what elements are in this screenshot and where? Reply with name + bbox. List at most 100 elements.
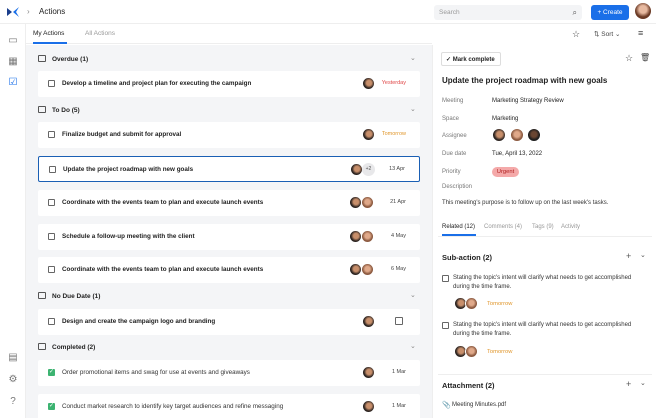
briefcase-icon[interactable]: ▭: [8, 35, 18, 46]
due-date: Yesterday: [381, 80, 406, 86]
avatar: [362, 400, 375, 413]
avatar: [362, 315, 375, 328]
checkbox[interactable]: [442, 275, 449, 282]
list-item[interactable]: Develop a timeline and project plan for …: [38, 71, 420, 97]
tab-my-actions[interactable]: My Actions: [33, 30, 65, 37]
filter-icon[interactable]: ≡: [638, 28, 644, 38]
list-item[interactable]: Order promotional items and swag for use…: [38, 360, 420, 386]
detail-title: Update the project roadmap with new goal…: [442, 76, 608, 85]
app-logo[interactable]: [7, 6, 19, 18]
add-subaction-icon[interactable]: +: [626, 251, 632, 261]
checkbox[interactable]: [48, 199, 55, 206]
star-icon[interactable]: ☆: [572, 29, 581, 39]
checkbox[interactable]: [48, 233, 55, 240]
priority-badge[interactable]: Urgent: [492, 167, 519, 177]
group-header-overdue[interactable]: Overdue (1): [38, 55, 88, 63]
search-input[interactable]: Search ⌕: [434, 5, 582, 20]
tab-all-actions[interactable]: All Actions: [85, 30, 115, 37]
assignee-avatar[interactable]: [492, 128, 506, 142]
calendar-icon[interactable]: ▦: [8, 56, 18, 67]
add-attachment-icon[interactable]: +: [626, 379, 632, 389]
assignee-avatar[interactable]: [510, 128, 524, 142]
trash-icon[interactable]: 🗑: [640, 53, 651, 62]
list-item[interactable]: Coordinate with the events team to plan …: [38, 257, 420, 283]
attachment-link[interactable]: Meeting Minutes.pdf: [452, 402, 507, 408]
chevron-down-icon[interactable]: ⌄: [410, 292, 416, 299]
divider: [438, 236, 652, 237]
star-icon[interactable]: ☆: [625, 53, 634, 63]
due-date-value[interactable]: Tue, April 13, 2022: [492, 151, 543, 157]
item-title: Coordinate with the events team to plan …: [62, 266, 264, 273]
more-assignees-badge: +2: [362, 163, 375, 176]
item-title: Design and create the campaign logo and …: [62, 318, 216, 325]
item-title: Schedule a follow-up meeting with the cl…: [62, 233, 195, 240]
active-tab-indicator: [442, 234, 476, 236]
subaction-item: Stating the topic's intent will clarify …: [442, 274, 642, 292]
sort-button[interactable]: ⇅ Sort ⌄: [594, 31, 621, 38]
checkbox[interactable]: [48, 266, 55, 273]
calendar-icon: [38, 55, 46, 62]
list-item-selected[interactable]: Update the project roadmap with new goal…: [38, 156, 420, 182]
subaction-text: Stating the topic's intent will clarify …: [453, 275, 632, 290]
create-button[interactable]: + Create: [591, 5, 629, 20]
group-header-no-due-date[interactable]: No Due Date (1): [38, 292, 100, 300]
page-title: Actions: [39, 7, 66, 16]
tab-related[interactable]: Related (12): [442, 224, 476, 230]
chevron-down-icon[interactable]: ⌄: [640, 380, 646, 387]
list-item[interactable]: Coordinate with the events team to plan …: [38, 190, 420, 216]
user-avatar[interactable]: [635, 3, 651, 19]
due-date: 21 Apr: [390, 199, 406, 205]
due-date: 1 Mar: [391, 403, 406, 409]
calendar-icon: [38, 106, 46, 113]
subaction-date: Tomorrow: [487, 349, 513, 355]
avatar: [465, 297, 478, 310]
group-header-completed[interactable]: Completed (2): [38, 343, 95, 351]
calendar-icon: [38, 292, 46, 299]
description-label: Description: [442, 184, 473, 190]
list-item[interactable]: Finalize budget and submit for approval T…: [38, 122, 420, 148]
subaction-title: Sub-action (2): [442, 253, 492, 262]
checkbox[interactable]: [48, 318, 55, 325]
due-date-label: Due date: [442, 151, 467, 157]
group-title: Overdue (1): [52, 56, 89, 63]
checkbox[interactable]: [48, 131, 55, 138]
chevron-down-icon[interactable]: ⌄: [640, 252, 646, 259]
mark-complete-button[interactable]: ✓ Mark complete: [441, 52, 501, 66]
avatar: [361, 263, 374, 276]
item-title: Coordinate with the events team to plan …: [62, 199, 264, 206]
actions-check-icon[interactable]: ☑: [8, 77, 18, 88]
due-date: Tomorrow: [381, 131, 406, 137]
building-icon[interactable]: ▤: [8, 352, 18, 363]
assignee-avatar[interactable]: [527, 128, 541, 142]
meeting-label: Meeting: [442, 98, 464, 104]
tab-tags[interactable]: Tags (9): [532, 224, 554, 230]
tab-activity[interactable]: Activity: [561, 224, 581, 230]
avatar: [361, 230, 374, 243]
search-icon: ⌕: [572, 8, 577, 17]
meeting-value[interactable]: Marketing Strategy Review: [492, 98, 564, 104]
space-value[interactable]: Marketing: [492, 116, 519, 122]
chevron-down-icon[interactable]: ⌄: [410, 106, 416, 113]
divider: [438, 374, 652, 375]
list-item[interactable]: Design and create the campaign logo and …: [38, 309, 420, 335]
item-title: Finalize budget and submit for approval: [62, 131, 182, 138]
list-item[interactable]: Conduct market research to identify key …: [38, 394, 420, 420]
set-date-calendar-icon[interactable]: [395, 317, 403, 325]
chevron-down-icon[interactable]: ⌄: [410, 55, 416, 62]
checkbox-checked[interactable]: [48, 402, 55, 410]
item-title: Conduct market research to identify key …: [62, 403, 284, 410]
checkbox-checked[interactable]: [48, 368, 55, 376]
priority-label: Priority: [442, 169, 461, 175]
tab-comments[interactable]: Comments (4): [484, 224, 523, 230]
item-title: Order promotional items and swag for use…: [62, 369, 250, 376]
help-icon[interactable]: ?: [10, 396, 16, 407]
checkbox[interactable]: [48, 80, 55, 87]
gear-icon[interactable]: ⚙: [8, 374, 18, 385]
checkbox[interactable]: [49, 166, 56, 173]
subaction-item: Stating the topic's intent will clarify …: [442, 321, 642, 339]
group-header-todo[interactable]: To Do (5): [38, 106, 80, 114]
checkbox[interactable]: [442, 322, 449, 329]
active-tab-indicator: [33, 42, 67, 44]
chevron-down-icon[interactable]: ⌄: [410, 343, 416, 350]
list-item[interactable]: Schedule a follow-up meeting with the cl…: [38, 224, 420, 250]
